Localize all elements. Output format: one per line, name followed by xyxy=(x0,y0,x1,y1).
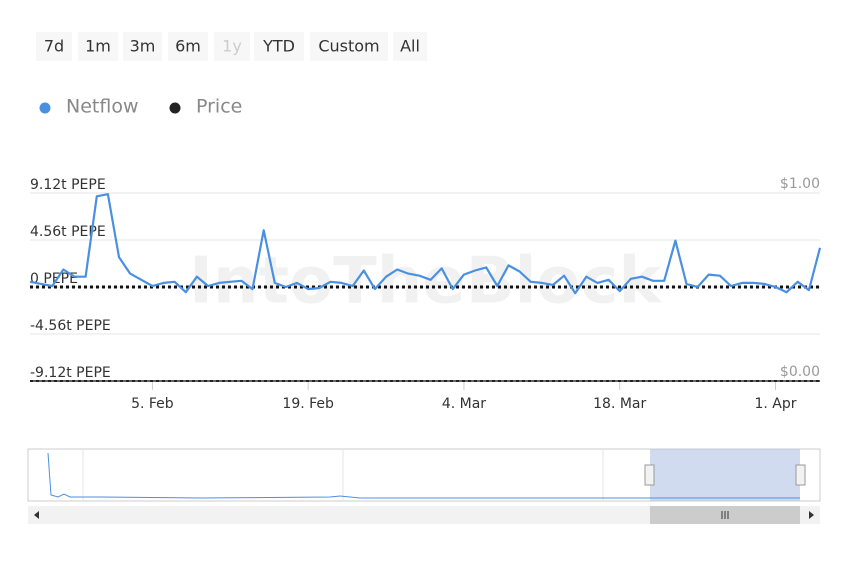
button-label: 1y xyxy=(222,37,242,56)
navigator-handle[interactable] xyxy=(644,464,655,486)
series-line xyxy=(29,193,822,295)
y-tick-label: -4.56t PEPE xyxy=(30,318,111,334)
range-button: 1y xyxy=(214,32,250,61)
button-bg xyxy=(78,32,118,61)
x-tick-label: 19. Feb xyxy=(282,396,334,412)
scrollbar-grip xyxy=(721,511,729,519)
button-bg xyxy=(310,32,388,61)
y-tick-label: -9.12t PEPE xyxy=(30,365,111,381)
button-label: 3m xyxy=(130,37,156,56)
button-bg xyxy=(36,32,72,61)
navigator xyxy=(27,448,821,524)
button-label: 1m xyxy=(85,37,111,56)
button-label: YTD xyxy=(262,37,295,56)
button-bg xyxy=(123,32,162,61)
scrollbar[interactable] xyxy=(28,506,820,524)
y2-tick-label: $0.00 xyxy=(780,364,820,380)
legend-item[interactable]: Price xyxy=(169,96,243,118)
x-tick-label: 5. Feb xyxy=(131,396,174,412)
range-button[interactable]: YTD xyxy=(254,32,304,61)
button-label: 6m xyxy=(175,37,201,56)
legend-marker xyxy=(39,102,51,114)
legend-item[interactable]: Netflow xyxy=(39,96,139,118)
navigator-handle[interactable] xyxy=(795,464,806,486)
range-button[interactable]: 7d xyxy=(36,32,72,61)
x-tick-label: 1. Apr xyxy=(754,396,796,412)
navigator-line xyxy=(47,452,800,499)
legend-marker xyxy=(169,102,181,114)
button-label: 7d xyxy=(44,37,64,56)
legend-label: Price xyxy=(196,96,242,118)
legend-label: Netflow xyxy=(66,96,138,118)
button-label: Custom xyxy=(318,37,379,56)
watermark: IntoTheBlock xyxy=(189,245,662,319)
button-bg xyxy=(254,32,304,61)
button-bg xyxy=(168,32,208,61)
y-tick-label: 9.12t PEPE xyxy=(30,177,106,193)
range-button[interactable]: 6m xyxy=(168,32,208,61)
button-bg xyxy=(393,32,427,61)
x-tick-label: 4. Mar xyxy=(442,396,486,412)
button-bg xyxy=(214,32,250,61)
range-button[interactable]: 1m xyxy=(78,32,118,61)
range-button[interactable]: All xyxy=(393,32,427,61)
x-tick-label: 18. Mar xyxy=(593,396,646,412)
range-button[interactable]: Custom xyxy=(310,32,388,61)
button-label: All xyxy=(400,37,420,56)
range-button[interactable]: 3m xyxy=(123,32,162,61)
y2-tick-label: $1.00 xyxy=(780,176,820,192)
y-tick-label: 4.56t PEPE xyxy=(30,224,106,240)
navigator-selection[interactable] xyxy=(650,449,800,501)
